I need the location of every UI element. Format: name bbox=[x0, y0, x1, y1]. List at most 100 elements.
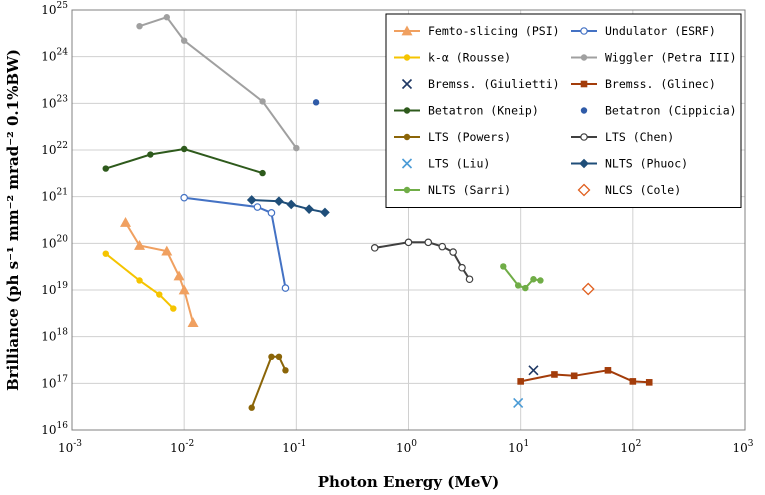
legend-label: Wiggler (Petra III) bbox=[605, 51, 737, 65]
y-tick-label: 1025 bbox=[41, 1, 68, 17]
legend-label: NLTS (Sarri) bbox=[428, 183, 511, 197]
data-point bbox=[312, 99, 320, 106]
legend-item-nlts-phuoc: NLTS (Phuoc) bbox=[571, 157, 688, 171]
legend-marker bbox=[580, 27, 588, 35]
legend-marker bbox=[580, 107, 588, 114]
x-tick-label: 10-1 bbox=[282, 439, 306, 455]
legend-marker bbox=[403, 133, 411, 141]
data-point bbox=[275, 353, 283, 361]
legend-label: Undulator (ESRF) bbox=[605, 24, 716, 38]
y-axis-title: Brilliance (ph s⁻¹ mm⁻² mrad⁻² 0.1%BW) bbox=[4, 49, 22, 391]
data-point bbox=[259, 98, 266, 105]
legend-box bbox=[385, 13, 742, 208]
x-tick-label: 10-3 bbox=[58, 439, 82, 455]
data-point bbox=[282, 367, 289, 374]
legend-label: LTS (Chen) bbox=[605, 130, 674, 144]
legend-label: NLCS (Cole) bbox=[605, 183, 681, 197]
data-point bbox=[180, 193, 188, 202]
series-line bbox=[105, 147, 263, 175]
data-point bbox=[581, 282, 595, 296]
legend-item-k-rousse: k-α (Rousse) bbox=[394, 51, 511, 65]
legend-marker bbox=[401, 78, 413, 90]
x-tick-labels: 10-3 10-2 10-1 100 101 102 103 bbox=[58, 439, 754, 455]
data-point bbox=[156, 291, 163, 298]
legend-item-lts-powers: LTS (Powers) bbox=[394, 130, 511, 144]
data-point bbox=[424, 238, 433, 247]
data-point bbox=[180, 145, 188, 153]
series-line bbox=[184, 196, 287, 289]
data-point bbox=[267, 209, 276, 217]
series-lts-chen bbox=[370, 238, 474, 284]
data-point bbox=[604, 367, 612, 374]
data-series bbox=[102, 14, 653, 411]
data-point bbox=[259, 169, 266, 177]
data-point bbox=[286, 199, 297, 210]
data-point bbox=[320, 207, 330, 218]
legend-item-wiggler-petra-iii: Wiggler (Petra III) bbox=[571, 51, 737, 65]
series-wiggler-petra-iii bbox=[136, 14, 300, 152]
data-point bbox=[404, 238, 413, 247]
y-tick-label: 1017 bbox=[41, 374, 68, 390]
series-line bbox=[250, 355, 287, 409]
legend-item-lts-liu: LTS (Liu) bbox=[401, 157, 490, 171]
data-point bbox=[465, 275, 474, 284]
series-nlcs-cole bbox=[581, 282, 595, 296]
legend-marker bbox=[403, 107, 411, 114]
legend-item-lts-chen: LTS (Chen) bbox=[571, 130, 674, 144]
y-tick-label: 1020 bbox=[41, 234, 68, 250]
series-line bbox=[139, 16, 298, 149]
data-point bbox=[528, 365, 539, 376]
series-bremss-glinec bbox=[517, 367, 653, 386]
legend-label: Betatron (Kneip) bbox=[428, 104, 539, 118]
data-point bbox=[173, 270, 185, 281]
series-betatron-kneip bbox=[102, 145, 266, 177]
legend-label: Bremss. (Giulietti) bbox=[428, 77, 560, 91]
data-point bbox=[134, 239, 146, 250]
legend-marker bbox=[580, 54, 588, 61]
legend-label: Betatron (Cippicia) bbox=[605, 104, 737, 118]
y-tick-label: 1022 bbox=[41, 141, 68, 157]
data-point bbox=[136, 22, 143, 30]
legend-item-femto-slicing-psi: Femto-slicing (PSI) bbox=[394, 24, 560, 38]
x-tick-label: 101 bbox=[508, 439, 529, 455]
data-point bbox=[187, 317, 199, 328]
data-point bbox=[102, 165, 109, 172]
y-tick-label: 1024 bbox=[41, 48, 68, 64]
legend-marker bbox=[401, 158, 413, 169]
data-point bbox=[517, 378, 524, 385]
legend-label: LTS (Powers) bbox=[428, 130, 511, 144]
data-point bbox=[514, 282, 522, 289]
legend-item-undulator-esrf: Undulator (ESRF) bbox=[571, 24, 716, 38]
y-tick-label: 1023 bbox=[41, 94, 68, 110]
data-point bbox=[268, 353, 275, 361]
data-point bbox=[570, 372, 578, 380]
data-point bbox=[102, 250, 109, 257]
legend-item-betatron-cippicia: Betatron (Cippicia) bbox=[580, 104, 737, 118]
series-lts-powers bbox=[248, 353, 289, 411]
data-point bbox=[178, 284, 190, 295]
x-tick-label: 102 bbox=[620, 439, 641, 455]
series-betatron-cippicia bbox=[312, 99, 320, 106]
data-point bbox=[136, 277, 143, 284]
data-point bbox=[304, 204, 314, 214]
legend-label: LTS (Liu) bbox=[428, 157, 490, 171]
data-point bbox=[438, 242, 447, 251]
data-point bbox=[170, 305, 177, 312]
series-line bbox=[105, 252, 175, 310]
series-bremss-giulietti bbox=[528, 365, 539, 376]
y-tick-labels: 1016 1017 1018 1019 1020 1021 1022 1023 1024 1025 bbox=[41, 1, 68, 437]
plot-area-frame bbox=[71, 9, 746, 431]
legend-item-betatron-kneip: Betatron (Kneip) bbox=[394, 104, 539, 118]
x-tick-label: 10-2 bbox=[170, 439, 194, 455]
data-point bbox=[253, 203, 262, 211]
data-point bbox=[147, 151, 154, 158]
series-nlts-sarri bbox=[500, 263, 544, 292]
legend-marker bbox=[403, 186, 411, 194]
data-point bbox=[449, 248, 457, 256]
data-point bbox=[458, 263, 466, 272]
legend-label: NLTS (Phuoc) bbox=[605, 157, 688, 171]
legend-marker bbox=[580, 133, 588, 141]
data-point bbox=[120, 216, 132, 227]
legend-item-bremss-glinec: Bremss. (Glinec) bbox=[571, 77, 716, 91]
y-tick-label: 1021 bbox=[41, 188, 68, 204]
